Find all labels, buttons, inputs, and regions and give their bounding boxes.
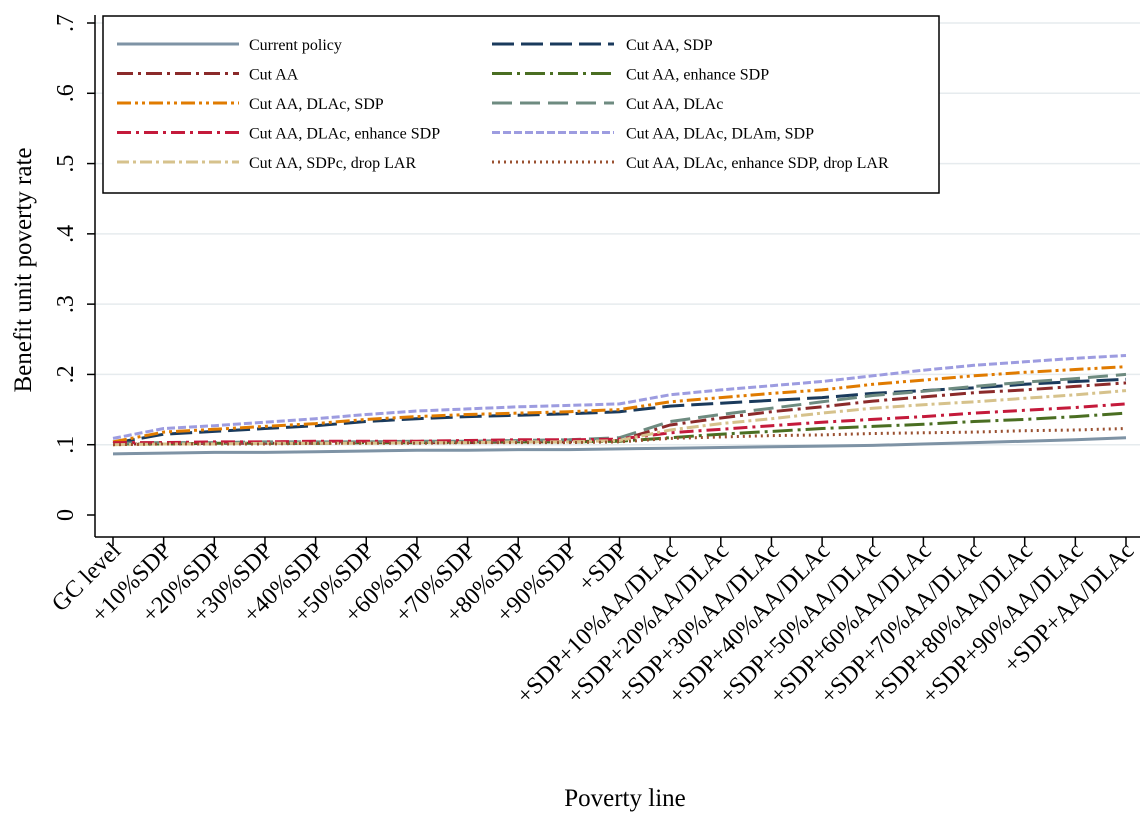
legend-label: Cut AA, SDP (626, 37, 713, 54)
y-tick-label: .6 (53, 84, 79, 102)
y-tick-label: .7 (53, 14, 79, 32)
y-axis: 0 .1 .2 .3 .4 .5 .6 .7 (53, 14, 96, 537)
y-tick-label: .4 (53, 225, 79, 243)
legend-label: Cut AA, enhance SDP (626, 67, 769, 84)
legend-label: Current policy (249, 37, 342, 54)
legend-label: Cut AA, SDPc, drop LAR (249, 155, 416, 172)
legend-label: Cut AA, DLAc (626, 96, 723, 113)
y-tick-label: .2 (53, 365, 79, 383)
legend-label: Cut AA, DLAc, enhance SDP (249, 126, 440, 143)
legend-label: Cut AA, DLAc, SDP (249, 96, 384, 113)
x-axis-title: Poverty line (564, 785, 686, 812)
y-tick-label: 0 (53, 509, 79, 521)
legend-label: Cut AA (249, 67, 299, 84)
y-tick-label: .1 (53, 436, 79, 454)
series-lines (112, 354, 1127, 456)
series-line (112, 365, 1127, 444)
series-line (112, 436, 1127, 456)
y-axis-title: Benefit unit poverty rate (10, 147, 37, 392)
legend-label: Cut AA, DLAc, enhance SDP, drop LAR (626, 155, 889, 172)
series-line (112, 427, 1127, 447)
y-tick-label: .5 (53, 155, 79, 173)
y-tick-label: .3 (53, 295, 79, 313)
series-line (112, 354, 1127, 440)
legend-label: Cut AA, DLAc, DLAm, SDP (626, 126, 814, 143)
legend: Current policy Cut AA, SDP Cut AA Cut AA, e… (102, 15, 940, 194)
